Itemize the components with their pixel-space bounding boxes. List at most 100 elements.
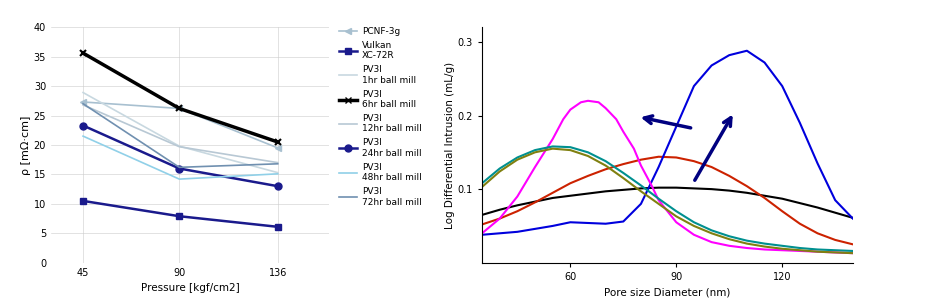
24hr — [512, 195, 523, 198]
6hr — [476, 223, 488, 226]
24hr — [689, 233, 700, 236]
24hr — [629, 147, 640, 150]
48hr — [706, 229, 717, 232]
72hr — [494, 170, 505, 173]
1hr — [582, 192, 593, 195]
72hr — [777, 247, 788, 251]
6hr — [742, 184, 753, 188]
24hr — [529, 165, 540, 169]
6hr — [617, 162, 629, 166]
72hr — [759, 245, 770, 248]
48hr — [476, 182, 488, 185]
1hr — [617, 188, 629, 192]
1hr — [830, 211, 841, 214]
24hr — [494, 217, 505, 220]
12hr — [565, 220, 576, 224]
72hr — [812, 250, 823, 253]
48hr — [494, 167, 505, 170]
1hr — [565, 194, 576, 198]
48hr — [812, 248, 823, 251]
Line: 48hr: 48hr — [482, 146, 853, 251]
6hr — [512, 209, 523, 213]
72hr — [635, 190, 646, 193]
48hr — [847, 249, 858, 253]
12hr — [724, 53, 735, 57]
48hr — [794, 246, 806, 250]
1hr — [547, 196, 558, 200]
24hr — [600, 106, 611, 110]
1hr — [494, 208, 505, 211]
1hr — [653, 186, 664, 189]
1hr — [847, 216, 858, 220]
48hr — [671, 209, 682, 213]
1hr — [759, 194, 770, 198]
1hr — [529, 200, 540, 204]
24hr — [724, 244, 735, 248]
Line: 24hr: 24hr — [482, 101, 853, 253]
12hr — [653, 165, 664, 169]
1hr — [689, 187, 700, 190]
72hr — [653, 202, 664, 206]
24hr — [653, 198, 664, 202]
X-axis label: Pressure [kgf/cm2]: Pressure [kgf/cm2] — [141, 283, 239, 293]
12hr — [547, 224, 558, 228]
12hr — [635, 202, 646, 206]
24hr — [812, 250, 823, 253]
24hr — [476, 231, 488, 235]
24hr — [646, 184, 657, 187]
48hr — [582, 150, 593, 154]
48hr — [777, 244, 788, 248]
48hr — [759, 242, 770, 246]
72hr — [565, 148, 576, 152]
12hr — [812, 162, 823, 165]
24hr — [777, 249, 788, 252]
24hr — [547, 137, 558, 141]
24hr — [617, 130, 629, 133]
6hr — [794, 222, 806, 226]
48hr — [724, 234, 735, 238]
6hr — [635, 158, 646, 162]
6hr — [582, 174, 593, 178]
Legend: PCNF-3g, Vulkan
XC-72R, PV3I
1hr ball mill, PV3I
6hr ball mill, PV3I
12hr ball m: PCNF-3g, Vulkan XC-72R, PV3I 1hr ball mi… — [339, 27, 422, 207]
Line: 72hr: 72hr — [482, 149, 853, 253]
24hr — [582, 99, 593, 103]
48hr — [830, 249, 841, 252]
48hr — [529, 148, 540, 152]
12hr — [742, 49, 753, 53]
6hr — [706, 165, 717, 169]
72hr — [706, 231, 717, 235]
1hr — [512, 204, 523, 207]
12hr — [476, 233, 488, 236]
12hr — [847, 217, 858, 220]
24hr — [576, 101, 587, 104]
X-axis label: Pore size Diameter (nm): Pore size Diameter (nm) — [604, 287, 730, 297]
12hr — [689, 84, 700, 88]
6hr — [724, 174, 735, 178]
6hr — [653, 155, 664, 159]
1hr — [600, 190, 611, 193]
1hr — [812, 206, 823, 209]
48hr — [689, 220, 700, 224]
Line: 12hr: 12hr — [482, 51, 853, 235]
24hr — [847, 251, 858, 255]
12hr — [777, 84, 788, 88]
72hr — [847, 251, 858, 255]
6hr — [830, 238, 841, 242]
12hr — [794, 121, 806, 125]
1hr — [777, 197, 788, 201]
72hr — [529, 150, 540, 154]
12hr — [582, 221, 593, 225]
72hr — [689, 224, 700, 228]
72hr — [476, 185, 488, 189]
48hr — [742, 239, 753, 243]
24hr — [565, 108, 576, 111]
Line: 6hr: 6hr — [482, 157, 853, 244]
24hr — [558, 117, 569, 121]
72hr — [617, 176, 629, 180]
12hr — [512, 230, 523, 234]
1hr — [706, 187, 717, 191]
48hr — [653, 197, 664, 201]
72hr — [547, 147, 558, 150]
12hr — [494, 231, 505, 235]
24hr — [671, 220, 682, 224]
